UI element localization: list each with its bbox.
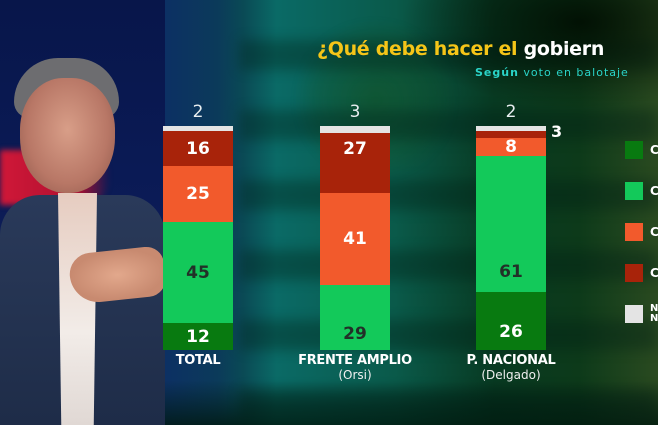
segment-strong-positive: 26 [476, 292, 546, 350]
chart-subtitle: Según voto en balotaje [475, 66, 629, 79]
segment-strong-negative: 16 [163, 131, 233, 166]
segment-strong-positive: 12 [163, 323, 233, 350]
hand-on-chest [67, 245, 168, 305]
segment-nsnc [320, 126, 390, 133]
legend-swatch [625, 264, 643, 282]
segment-negative: 8 [476, 137, 546, 157]
category-label-frente-amplio: FRENTE AMPLIO (Orsi) [298, 353, 412, 382]
legend-item-strong-negative: C [625, 264, 658, 282]
background-bottom-band [140, 380, 658, 425]
candidate-photo [0, 0, 168, 425]
category-label-partido-nacional: P. NACIONAL (Delgado) [466, 353, 556, 382]
segment-strong-negative: 27 [320, 133, 390, 193]
title-part-white: gobiern [523, 38, 605, 60]
legend-item-strong-positive: C [625, 141, 658, 159]
title-part-yellow: ¿Qué debe hacer el [317, 38, 524, 60]
chart-title: ¿Qué debe hacer el gobiern [317, 38, 604, 60]
bar-frente-amplio: 27 41 29 [320, 126, 390, 350]
segment-strong-negative [476, 131, 546, 138]
legend-item-positive: C [625, 182, 658, 200]
subtitle-bold: Según [475, 66, 519, 79]
segment-positive: 61 [476, 156, 546, 292]
segment-nsnc [163, 126, 233, 131]
subtitle-rest: voto en balotaje [518, 66, 629, 79]
bar-pn-nsnc-label: 2 [505, 102, 517, 122]
category-label-total: TOTAL [175, 353, 221, 368]
bar-pn-strong-negative-label: 3 [551, 122, 563, 141]
segment-positive: 29 [320, 285, 390, 350]
legend-item-negative: C [625, 223, 658, 241]
legend-swatch [625, 141, 643, 159]
bar-fa-nsnc-label: 3 [349, 102, 361, 122]
segment-positive: 45 [163, 222, 233, 323]
shirt [58, 193, 97, 425]
legend-swatch [625, 223, 643, 241]
legend-swatch [625, 305, 643, 323]
segment-negative: 25 [163, 166, 233, 222]
segment-nsnc [476, 126, 546, 131]
bar-partido-nacional: 8 61 26 [476, 126, 546, 350]
segment-negative: 41 [320, 193, 390, 285]
bar-total: 16 25 45 12 [163, 126, 233, 350]
bar-total-nsnc-label: 2 [192, 102, 204, 122]
background-shadow [400, 0, 658, 110]
legend-item-nsnc: N N [625, 304, 658, 324]
legend-swatch [625, 182, 643, 200]
face [20, 78, 115, 193]
